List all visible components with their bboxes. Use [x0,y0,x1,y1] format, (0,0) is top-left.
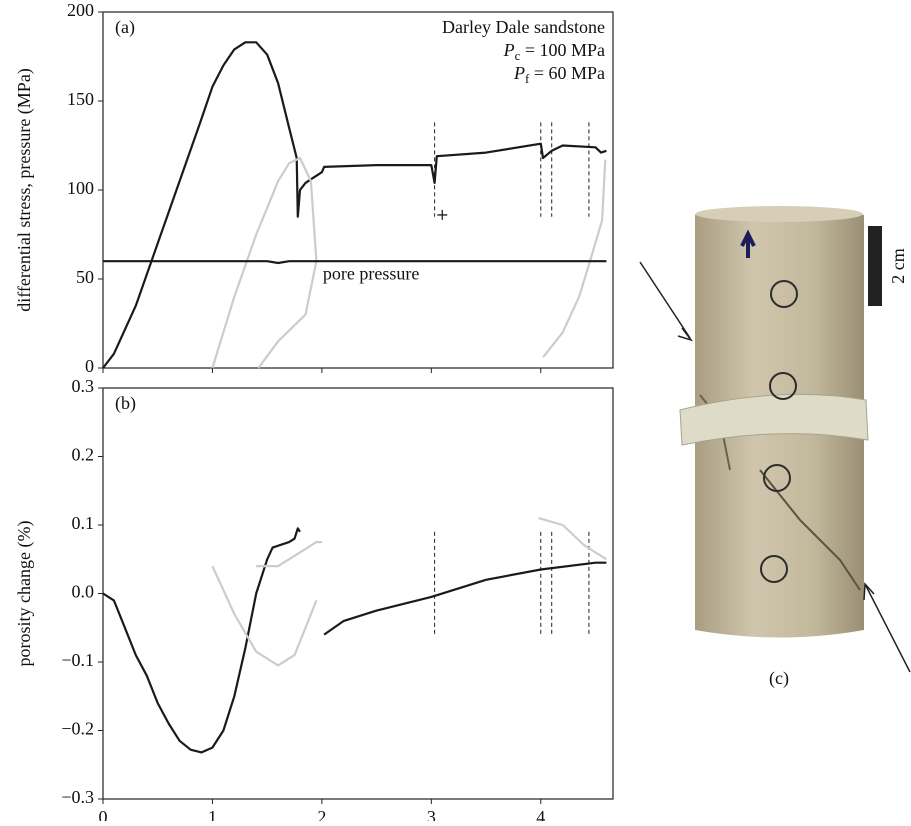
scale-label: 2 cm [888,248,908,284]
y-tick-label: 100 [67,178,94,198]
x-tick-label: 3 [427,807,436,821]
panel-label: (b) [115,393,136,414]
subscript: c [515,48,521,63]
x-tick-label: 4 [536,807,545,821]
data-line [211,517,607,667]
plus-symbol [437,209,448,220]
y-tick-label: 0 [85,356,94,376]
x-tick-label: 1 [208,807,217,821]
y-tick-label: 150 [67,89,94,109]
y-tick-label: 0.3 [72,376,95,396]
symbol: P [503,40,515,60]
annotation-text: = 100 MPa [520,40,605,60]
y-tick-label: 0.0 [72,582,95,602]
symbol: P [513,63,525,83]
y-axis-label: porosity change (%) [14,521,35,667]
y-tick-label: −0.1 [61,650,94,670]
sample-photo [639,206,911,673]
x-tick-label: 0 [99,807,108,821]
x-tick-label: 2 [317,807,326,821]
annotation: Darley Dale sandstone [442,17,605,37]
data-line [103,260,607,265]
data-line [211,156,607,369]
y-tick-label: 0.2 [72,445,95,465]
annotation: pore pressure [323,263,419,283]
y-tick-label: 50 [76,267,94,287]
subscript: f [525,71,530,86]
panel-label: (c) [769,668,789,689]
data-line [102,527,607,754]
y-tick-label: −0.2 [61,719,94,739]
annotation: Pc = 100 MPa [503,40,605,63]
y-axis-label: differential stress, pressure (MPa) [14,68,35,312]
panel-label: (a) [115,17,135,38]
y-tick-label: −0.3 [61,787,94,807]
plot-frame [102,387,614,800]
y-tick-label: 0.1 [72,513,95,533]
y-tick-label: 200 [67,0,94,20]
annotation: Pf = 60 MPa [513,63,605,86]
annotation-text: = 60 MPa [529,63,605,83]
data-line [102,41,607,369]
